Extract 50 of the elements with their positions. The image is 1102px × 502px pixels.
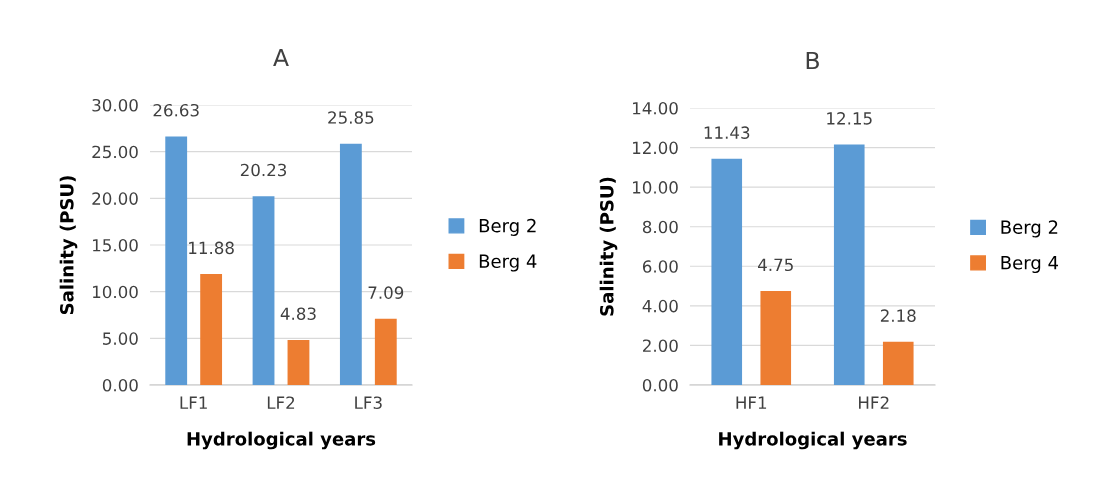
y-tick-label: 25.00 bbox=[92, 145, 138, 159]
data-label: 20.23 bbox=[240, 163, 287, 177]
y-tick-label: 6.00 bbox=[642, 260, 678, 273]
data-label: 2.18 bbox=[880, 309, 916, 322]
x-axis-title: Hydrological years bbox=[719, 431, 907, 450]
legend-label: Berg 4 bbox=[1001, 256, 1059, 273]
y-tick-label: 30.00 bbox=[92, 98, 138, 112]
bar bbox=[200, 274, 223, 385]
legend-label: Berg 4 bbox=[479, 254, 537, 272]
data-label: 12.15 bbox=[827, 112, 872, 125]
x-tick-label: LF2 bbox=[267, 396, 295, 409]
bar bbox=[711, 158, 743, 385]
bar bbox=[165, 136, 188, 385]
y-tick-label: 14.00 bbox=[633, 101, 678, 115]
y-tick-label: 10.00 bbox=[633, 181, 678, 194]
data-label: 11.43 bbox=[704, 126, 750, 139]
y-tick-label: 10.00 bbox=[93, 285, 138, 299]
y-axis-title: Salinity (PSU) bbox=[59, 176, 78, 315]
bar bbox=[374, 318, 397, 385]
bar bbox=[252, 196, 275, 385]
chart-title: B bbox=[806, 51, 819, 70]
y-tick-label: 5.00 bbox=[103, 332, 138, 345]
legend-label: Berg 2 bbox=[479, 218, 536, 236]
data-label: 4.75 bbox=[758, 258, 793, 272]
data-label: 4.83 bbox=[280, 307, 316, 321]
y-tick-label: 8.00 bbox=[642, 220, 678, 234]
bar bbox=[760, 291, 792, 385]
data-label: 25.85 bbox=[328, 111, 374, 124]
y-tick-label: 12.00 bbox=[633, 141, 678, 155]
y-tick-label: 15.00 bbox=[93, 238, 138, 252]
chart-title: A bbox=[273, 48, 289, 67]
y-axis-title: Salinity (PSU) bbox=[599, 177, 618, 316]
data-label: 11.88 bbox=[189, 241, 234, 255]
y-tick-label: 2.00 bbox=[643, 339, 678, 352]
x-tick-label: HF2 bbox=[859, 396, 889, 409]
y-tick-label: 0.00 bbox=[642, 378, 678, 392]
y-tick-label: 20.00 bbox=[92, 192, 138, 205]
bar bbox=[882, 341, 914, 385]
bar bbox=[833, 144, 865, 385]
x-tick-label: LF1 bbox=[180, 396, 207, 409]
x-tick-label: HF1 bbox=[736, 396, 767, 409]
legend-label: Berg 2 bbox=[1001, 220, 1058, 238]
data-label: 26.63 bbox=[153, 103, 199, 117]
x-axis-title: Hydrological years bbox=[187, 431, 376, 450]
bar bbox=[339, 143, 362, 385]
x-tick-label: LF3 bbox=[355, 396, 382, 410]
data-label: 7.09 bbox=[368, 286, 404, 299]
bar bbox=[287, 339, 310, 385]
y-tick-label: 4.00 bbox=[642, 299, 678, 313]
y-tick-label: 0.00 bbox=[102, 378, 138, 392]
